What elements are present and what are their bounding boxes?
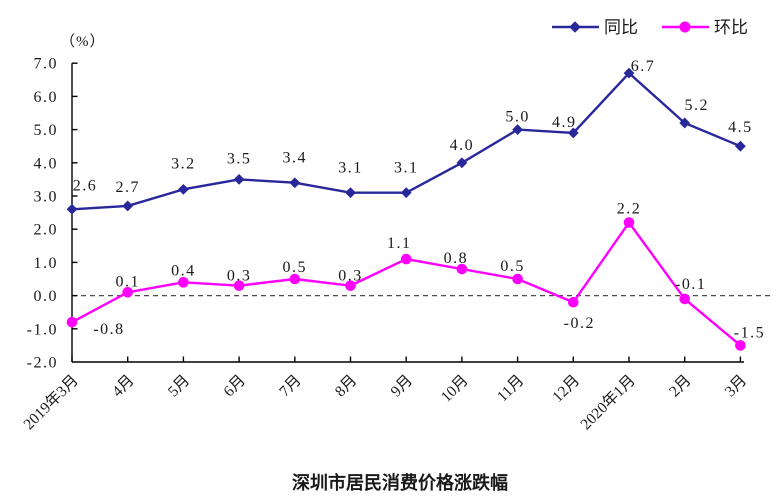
x-axis-label: 2020年1月: [577, 371, 639, 433]
x-axis-label: 6月: [220, 372, 248, 400]
data-label: 2.7: [115, 179, 140, 196]
y-axis-unit-label: （%）: [60, 33, 106, 50]
marker-mom-circle-icon: [233, 280, 245, 291]
chart-title: 深圳市居民消费价格涨跌幅: [292, 472, 508, 493]
marker-mom-circle-icon: [568, 296, 579, 308]
y-axis-label: 2.0: [34, 222, 59, 239]
data-label: 3.5: [227, 150, 252, 167]
data-label: 5.0: [505, 109, 530, 126]
marker-mom-circle-icon: [400, 253, 412, 265]
y-axis-label: 6.0: [34, 89, 59, 106]
data-label: -0.1: [675, 276, 706, 293]
data-label: 2.2: [617, 201, 642, 218]
marker-yoy-diamond-icon: [512, 124, 523, 135]
y-axis-label: 3.0: [34, 189, 59, 206]
x-axis-label: 8月: [332, 372, 360, 400]
data-label: 0.4: [171, 262, 196, 279]
marker-yoy-diamond-icon: [178, 183, 189, 195]
data-label: 0.3: [338, 268, 363, 285]
marker-mom-circle-icon: [289, 273, 301, 285]
data-label: 4.9: [552, 114, 577, 131]
data-label: 0.3: [227, 268, 252, 285]
x-axis-label: 4月: [109, 372, 137, 400]
marker-yoy-diamond-icon: [400, 187, 412, 199]
y-axis-label: -1.0: [27, 321, 58, 338]
y-axis-label: 4.0: [34, 155, 59, 172]
data-label: 5.2: [684, 97, 709, 114]
x-axis-label: 10月: [438, 372, 472, 406]
marker-yoy-diamond-icon: [345, 187, 356, 199]
x-axis-label: 2019年3月: [20, 371, 82, 433]
marker-mom-circle-icon: [456, 263, 468, 275]
legend-item-yoy: 同比: [552, 18, 638, 37]
x-axis-label: 9月: [388, 372, 416, 400]
data-label: -1.5: [734, 324, 765, 341]
marker-yoy-diamond-icon: [679, 117, 691, 129]
data-label: 6.7: [631, 58, 656, 75]
data-label: 3.1: [338, 160, 363, 177]
data-label: 0.1: [115, 273, 140, 290]
y-axis-label: 1.0: [34, 255, 59, 272]
y-axis-label: -2.0: [27, 355, 58, 372]
x-axis-label: 12月: [549, 372, 583, 406]
legend-marker-yoy-diamond-icon: [569, 21, 581, 33]
data-label: -0.8: [93, 321, 124, 338]
legend-label-mom: 环比: [714, 18, 748, 37]
legend: 同比 环比: [552, 18, 748, 37]
data-label: 1.1: [387, 235, 412, 252]
x-axis-label: 3月: [722, 372, 750, 400]
marker-mom-circle-icon: [623, 217, 635, 228]
data-label: 3.1: [394, 160, 419, 177]
x-axis-label: 2月: [666, 372, 694, 400]
marker-mom-circle-icon: [512, 273, 523, 285]
data-label: 0.5: [283, 259, 308, 276]
marker-yoy-diamond-icon: [735, 140, 746, 152]
y-axis-label: 5.0: [34, 122, 59, 139]
marker-yoy-diamond-icon: [623, 67, 635, 79]
marker-yoy-diamond-icon: [567, 127, 579, 139]
x-axis-label: 11月: [494, 372, 528, 406]
legend-item-mom: 环比: [662, 18, 748, 37]
plot-area: -2.0 -1.0 0.0 1.0 2.0 3.0 4.0 5.0 6.0 7.0 2019年3月 4…: [20, 56, 770, 433]
marker-yoy-diamond-icon: [456, 157, 468, 169]
data-label: -0.2: [564, 315, 595, 332]
marker-yoy-diamond-icon: [233, 174, 245, 185]
marker-mom-circle-icon: [66, 316, 78, 328]
marker-mom-circle-icon: [679, 293, 690, 305]
marker-mom-circle-icon: [122, 286, 133, 298]
data-label: 0.8: [444, 250, 469, 267]
data-label: 3.4: [283, 150, 308, 167]
marker-yoy-diamond-icon: [66, 203, 78, 215]
data-label: 0.5: [500, 258, 525, 275]
legend-label-yoy: 同比: [604, 18, 638, 37]
marker-mom-circle-icon: [345, 280, 356, 291]
marker-yoy-diamond-icon: [289, 177, 301, 189]
data-label: 4.5: [728, 119, 753, 136]
y-axis-label: 0.0: [34, 288, 59, 305]
x-axis-label: 7月: [276, 372, 304, 400]
data-label: 4.0: [450, 137, 475, 154]
marker-yoy-diamond-icon: [122, 200, 134, 212]
y-axis-label: 7.0: [34, 56, 59, 73]
data-label: 3.2: [171, 155, 196, 172]
legend-marker-mom-circle-icon: [679, 21, 691, 33]
marker-mom-circle-icon: [735, 340, 746, 351]
data-label: 2.6: [73, 177, 98, 194]
x-axis-label: 5月: [165, 372, 193, 400]
marker-mom-circle-icon: [178, 277, 189, 288]
